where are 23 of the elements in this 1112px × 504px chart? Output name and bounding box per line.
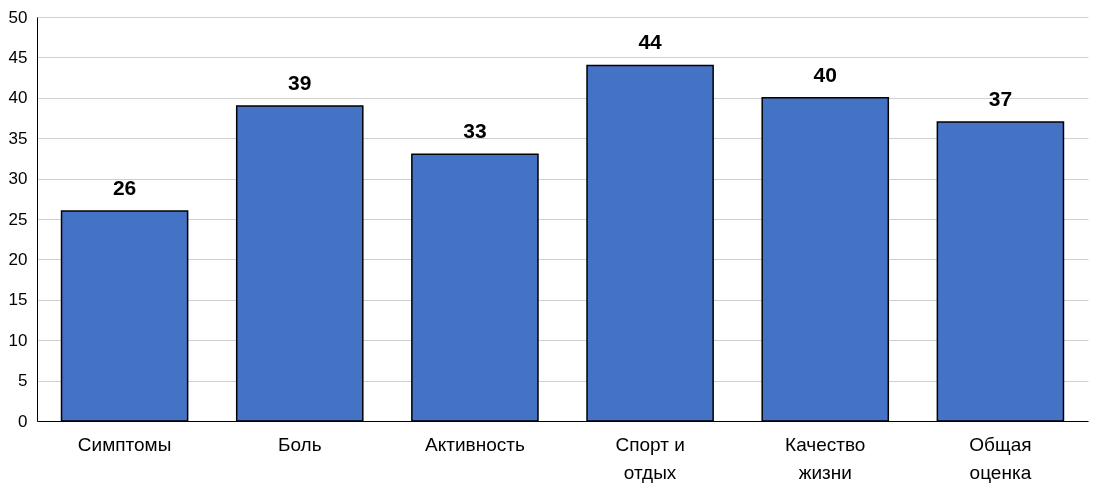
data-label: 40 [813, 62, 837, 86]
y-tick-label: 20 [8, 249, 28, 269]
data-label: 39 [288, 70, 312, 94]
y-tick-label: 15 [8, 290, 28, 310]
y-tick-label: 45 [8, 47, 28, 67]
x-tick-label: Общая оценка [969, 433, 1032, 483]
data-label: 33 [463, 119, 487, 143]
y-tick-label: 30 [8, 169, 28, 189]
x-tick-label: Спорт и отдых [615, 433, 685, 483]
y-tick-label: 0 [18, 411, 28, 431]
y-tick-label: 5 [18, 371, 28, 391]
y-tick-label: 50 [8, 7, 28, 27]
y-tick-label: 40 [8, 88, 28, 108]
data-label: 26 [112, 175, 137, 199]
data-label: 37 [988, 87, 1013, 111]
data-label: 44 [638, 30, 663, 54]
x-tick-label: Активность [425, 433, 525, 455]
y-tick-label: 25 [8, 209, 28, 229]
x-tick-label: Боль [277, 433, 322, 455]
y-tick-label: 35 [8, 128, 28, 148]
x-tick-label: Симптомы [77, 433, 172, 455]
y-tick-label: 10 [8, 330, 28, 350]
x-tick-label: Качество жизни [785, 433, 866, 483]
